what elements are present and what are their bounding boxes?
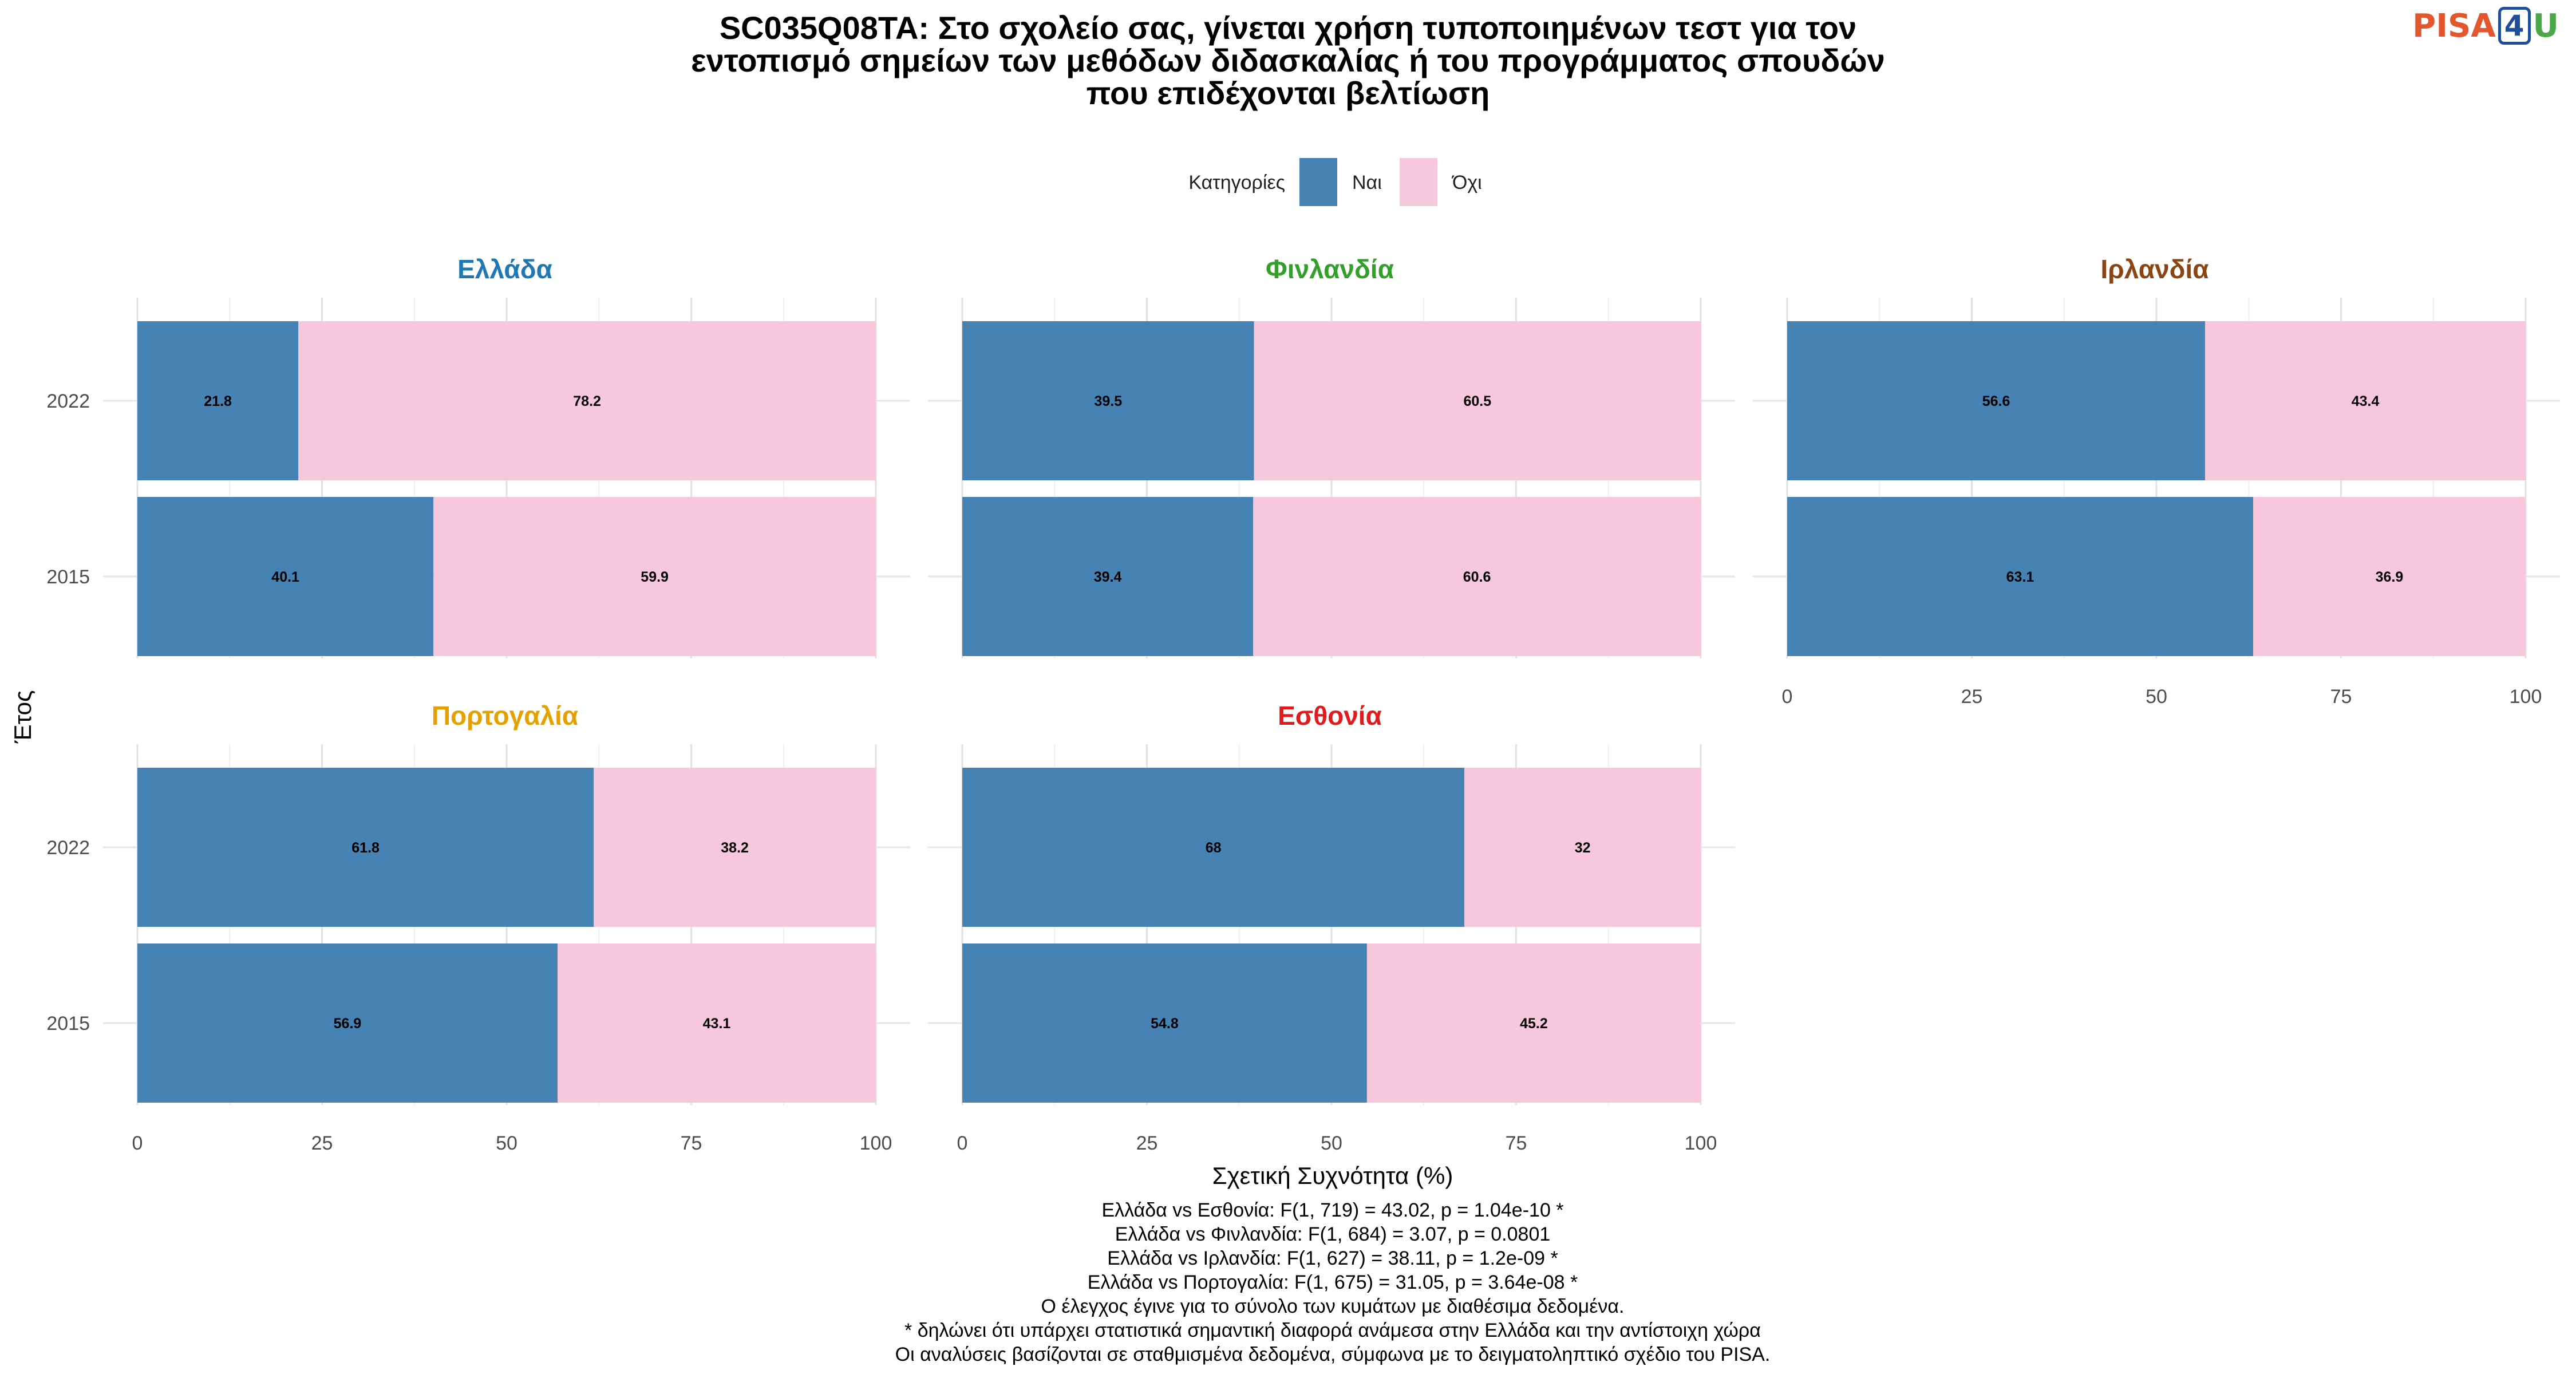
annotation-line-7: Οι αναλύσεις βασίζονται σε σταθμισμένα δ… [895, 1344, 1771, 1365]
panel-4-y-tick-2015: 2015 [46, 1013, 90, 1035]
panel-5-bar-2022-yes [962, 768, 1465, 927]
panel-3-data-label-2022-no: 43.4 [2352, 393, 2380, 409]
panel-2-data-label-2015-no: 60.6 [1463, 569, 1491, 585]
panel-5-x-tick-50: 50 [1321, 1132, 1342, 1154]
pisa4u-logo: PISA 4 U [2412, 7, 2559, 45]
panel-5-data-label-2015-yes: 54.8 [1151, 1016, 1179, 1032]
panel-4-data-label-2015-no: 43.1 [703, 1016, 731, 1032]
panel-1-bar-2015-yes [137, 497, 434, 656]
panel-1-bar-2022-yes [137, 321, 299, 480]
panel-2-bar-2015-no [1253, 497, 1701, 656]
annotation-line-6: * δηλώνει ότι υπάρχει στατιστικά σημαντι… [904, 1320, 1761, 1341]
x-axis-label: Σχετική Συχνότητα (%) [1212, 1162, 1453, 1189]
panel-3-country-title: Ιρλανδία [2100, 254, 2208, 284]
panel-2-bar-2022-yes [962, 321, 1254, 480]
panel-5-country-title: Εσθονία [1278, 701, 1382, 731]
logo-four-box: 4 [2498, 7, 2531, 45]
panel-4-x-tick-25: 25 [311, 1132, 333, 1154]
panel-1-data-label-2022-yes: 21.8 [204, 393, 232, 409]
panel-4-data-label-2022-no: 38.2 [721, 840, 749, 856]
panel-4-country-title: Πορτογαλία [432, 701, 578, 731]
panel-1-bar-2022-no [298, 321, 876, 480]
panel-4-y-tick-2022: 2022 [46, 837, 90, 859]
panel-4-x-tick-0: 0 [132, 1132, 143, 1154]
panel-1-y-tick-2015: 2015 [46, 566, 90, 588]
annotation-line-5: Ο έλεγχος έγινε για το σύνολο των κυμάτω… [1041, 1296, 1625, 1317]
legend-swatch-no [1400, 158, 1437, 206]
chart-title-line-3: που επιδέχονται βελτίωση [1086, 75, 1490, 111]
panel-4-bar-2015-yes [137, 943, 558, 1103]
panel-2-bar-2015-yes [962, 497, 1254, 656]
annotation-line-4: Ελλάδα vs Πορτογαλία: F(1, 675) = 31.05,… [1088, 1272, 1578, 1293]
panel-4-x-tick-50: 50 [496, 1132, 517, 1154]
chart-title-line-1: SC035Q08TA: Στο σχολείο σας, γίνεται χρή… [720, 10, 1856, 46]
panel-1-bar-2015-no [433, 497, 876, 656]
panel-5-data-label-2022-yes: 68 [1206, 840, 1222, 856]
panel-5-bar-2022-no [1464, 768, 1701, 927]
panel-3-bar-2015-yes [1787, 497, 2253, 656]
panel-2-data-label-2022-no: 60.5 [1463, 393, 1491, 409]
panel-2-bar-2022-no [1254, 321, 1701, 480]
panel-4-bar-2015-no [558, 943, 876, 1103]
panel-4-data-label-2015-yes: 56.9 [334, 1016, 362, 1032]
panel-3-x-tick-25: 25 [1961, 686, 1983, 708]
legend-label-yes: Ναι [1352, 172, 1382, 194]
panel-3-bar-2022-yes [1787, 321, 2206, 480]
annotation-line-3: Ελλάδα vs Ιρλανδία: F(1, 627) = 38.11, p… [1107, 1247, 1558, 1269]
legend-title: Κατηγορίες [1188, 172, 1285, 194]
panel-4-x-tick-100: 100 [860, 1132, 892, 1154]
panel-3-x-tick-0: 0 [1782, 686, 1793, 708]
panel-2-country-title: Φινλανδία [1266, 254, 1394, 284]
panel-1-y-tick-2022: 2022 [46, 390, 90, 412]
y-axis-label: Έτος [9, 690, 36, 744]
chart-title-line-2: εντοπισμό σημείων των μεθόδων διδασκαλία… [691, 42, 1885, 78]
panel-5-x-tick-0: 0 [957, 1132, 968, 1154]
panel-5-x-tick-100: 100 [1685, 1132, 1717, 1154]
panel-2-data-label-2015-yes: 39.4 [1094, 569, 1122, 585]
panel-5-data-label-2022-no: 32 [1575, 840, 1591, 856]
panel-3-data-label-2022-yes: 56.6 [1982, 393, 2010, 409]
panel-3-bar-2022-no [2205, 321, 2526, 480]
panel-5-x-tick-75: 75 [1506, 1132, 1527, 1154]
panel-5-data-label-2015-no: 45.2 [1520, 1016, 1548, 1032]
panel-5-bar-2015-yes [962, 943, 1367, 1103]
panel-1-data-label-2015-no: 59.9 [641, 569, 669, 585]
annotation-line-2: Ελλάδα vs Φινλανδία: F(1, 684) = 3.07, p… [1115, 1223, 1551, 1245]
panel-3-x-tick-100: 100 [2510, 686, 2542, 708]
panel-5-x-tick-25: 25 [1136, 1132, 1158, 1154]
panel-3-data-label-2015-yes: 63.1 [2006, 569, 2034, 585]
panel-4-x-tick-75: 75 [681, 1132, 702, 1154]
logo-pisa-text: PISA [2412, 7, 2496, 45]
legend-label-no: Όχι [1451, 172, 1482, 194]
annotation-line-1: Ελλάδα vs Εσθονία: F(1, 719) = 43.02, p … [1101, 1199, 1563, 1221]
panel-3-x-tick-75: 75 [2330, 686, 2352, 708]
panel-1-data-label-2022-no: 78.2 [573, 393, 601, 409]
panel-4-bar-2022-no [594, 768, 876, 927]
panel-1-data-label-2015-yes: 40.1 [271, 569, 299, 585]
legend-swatch-yes [1299, 158, 1337, 206]
logo-u-text: U [2532, 7, 2559, 45]
panel-3-bar-2015-no [2253, 497, 2526, 656]
panel-4-bar-2022-yes [137, 768, 594, 927]
panel-2-data-label-2022-yes: 39.5 [1094, 393, 1122, 409]
panel-3-data-label-2015-no: 36.9 [2376, 569, 2404, 585]
panel-3-x-tick-50: 50 [2146, 686, 2167, 708]
panel-1-country-title: Ελλάδα [457, 254, 552, 284]
panel-4-data-label-2022-yes: 61.8 [351, 840, 380, 856]
panel-5-bar-2015-no [1366, 943, 1701, 1103]
